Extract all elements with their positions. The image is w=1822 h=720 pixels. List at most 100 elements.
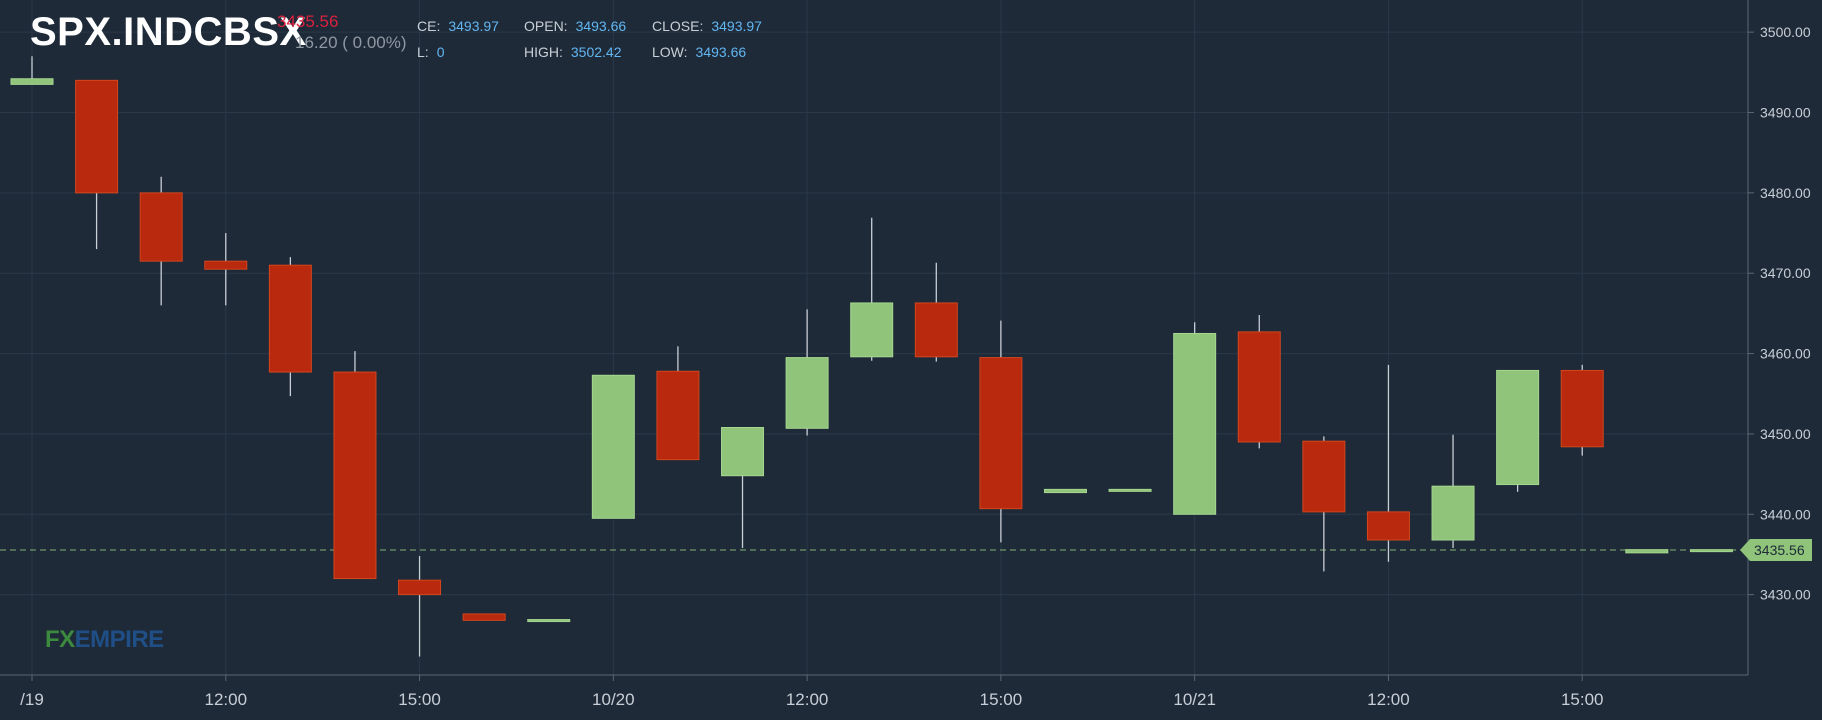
stat-label: CE: — [417, 18, 441, 34]
candle-body-up — [721, 427, 765, 477]
candle — [1689, 549, 1733, 553]
y-tick-label: 3490.00 — [1760, 105, 1811, 121]
candle — [1625, 549, 1669, 554]
candle — [914, 262, 958, 362]
candle — [333, 351, 377, 580]
candle-body-down — [979, 357, 1023, 510]
candle-body-up — [1689, 549, 1733, 553]
candle — [1237, 315, 1281, 449]
y-tick-label: 3440.00 — [1760, 506, 1811, 522]
candle — [1043, 488, 1087, 494]
candle — [850, 217, 894, 361]
candle-body-down — [914, 302, 958, 358]
candle-body-up — [10, 78, 54, 85]
candle — [10, 56, 54, 85]
x-tick-label: 15:00 — [398, 690, 441, 709]
candle-body-down — [333, 371, 377, 580]
x-tick-label: 15:00 — [1561, 690, 1604, 709]
y-tick-label: 3430.00 — [1760, 587, 1811, 603]
stat-ce: CE: 3493.97 — [417, 18, 499, 34]
stat-value: 3493.97 — [448, 18, 499, 34]
candle — [1173, 322, 1217, 515]
axes: 3430.00 3440.00 3450.00 3460.00 3470.00 3480.… — [0, 0, 1812, 709]
stat-label: LOW: — [652, 44, 688, 60]
candle — [139, 176, 183, 306]
candle — [268, 257, 312, 397]
candle-body-up — [1625, 549, 1669, 554]
stat-high: HIGH: 3502.42 — [524, 44, 622, 60]
candle-body-down — [1560, 369, 1604, 448]
candle — [1496, 369, 1540, 492]
stat-value: 3502.42 — [570, 44, 622, 60]
candle — [527, 619, 571, 623]
last-price-tag-label: 3435.56 — [1754, 542, 1805, 558]
candle — [1431, 434, 1475, 549]
candle-body-down — [139, 192, 183, 262]
price-change-text: 16.20 ( 0.00%) — [295, 33, 407, 52]
candle-body-down — [204, 260, 248, 270]
x-tick-label: 10/20 — [592, 690, 635, 709]
stat-open: OPEN: 3493.66 — [524, 18, 626, 34]
stat-value: 3493.66 — [695, 44, 747, 60]
candle-body-down — [75, 79, 119, 194]
candles — [10, 56, 1733, 657]
y-tick-label: 3500.00 — [1760, 24, 1811, 40]
stat-value: 0 — [436, 44, 445, 60]
candle-body-down — [268, 264, 312, 373]
x-tick-label: 15:00 — [980, 690, 1023, 709]
y-tick-label: 3460.00 — [1760, 346, 1811, 362]
x-tick-label: 10/21 — [1173, 690, 1216, 709]
stat-label: CLOSE: — [652, 18, 704, 34]
candle — [398, 556, 442, 657]
y-tick-label: 3480.00 — [1760, 185, 1811, 201]
stat-label: HIGH: — [524, 44, 563, 60]
y-tick-label: 3470.00 — [1760, 265, 1811, 281]
candle-body-up — [1043, 488, 1087, 494]
stat-low: LOW: 3493.66 — [652, 44, 746, 60]
candle-body-up — [1173, 332, 1217, 515]
candle-body-down — [462, 613, 506, 621]
candle — [1302, 436, 1346, 572]
stat-value: 3493.66 — [575, 18, 627, 34]
candle — [656, 346, 700, 461]
candle — [721, 427, 765, 549]
candle-body-up — [785, 357, 829, 429]
candle — [75, 79, 119, 250]
last-price-text: 3435.56 — [277, 12, 339, 31]
x-tick-label: 12:00 — [786, 690, 829, 709]
candle-body-up — [1496, 369, 1540, 486]
stat-label: L: — [417, 44, 429, 60]
logo-empire: EMPIRE — [74, 626, 165, 653]
candle — [204, 233, 248, 306]
candle-body-down — [656, 370, 700, 461]
candle — [462, 613, 506, 621]
candle-body-down — [398, 579, 442, 596]
candle-body-up — [1108, 488, 1152, 492]
stat-close: CLOSE: 3493.97 — [652, 18, 762, 34]
y-tick-label: 3450.00 — [1760, 426, 1811, 442]
candle-body-up — [1431, 485, 1475, 541]
candle-body-down — [1302, 440, 1346, 513]
stat-label: OPEN: — [524, 18, 568, 34]
stat-l: L: 0 — [417, 44, 444, 60]
candle — [979, 320, 1023, 543]
x-tick-label: 12:00 — [205, 690, 248, 709]
last-price-tag — [1740, 538, 1812, 561]
candle-body-up — [527, 619, 571, 623]
fxempire-logo: FXEMPIRE — [45, 626, 164, 654]
candle — [1108, 488, 1152, 492]
x-tick-label: /19 — [20, 690, 44, 709]
candle-body-up — [850, 302, 894, 358]
candle-body-down — [1237, 331, 1281, 443]
logo-fx: FX — [45, 626, 75, 653]
candle — [1366, 364, 1410, 562]
candle — [785, 309, 829, 436]
candle-body-up — [591, 374, 635, 519]
candle-body-down — [1366, 511, 1410, 541]
symbol-title: SPX.INDCBSX — [30, 10, 307, 54]
stat-value: 3493.97 — [711, 18, 762, 34]
x-tick-label: 12:00 — [1367, 690, 1410, 709]
candle — [1560, 364, 1604, 456]
candle — [591, 374, 635, 519]
